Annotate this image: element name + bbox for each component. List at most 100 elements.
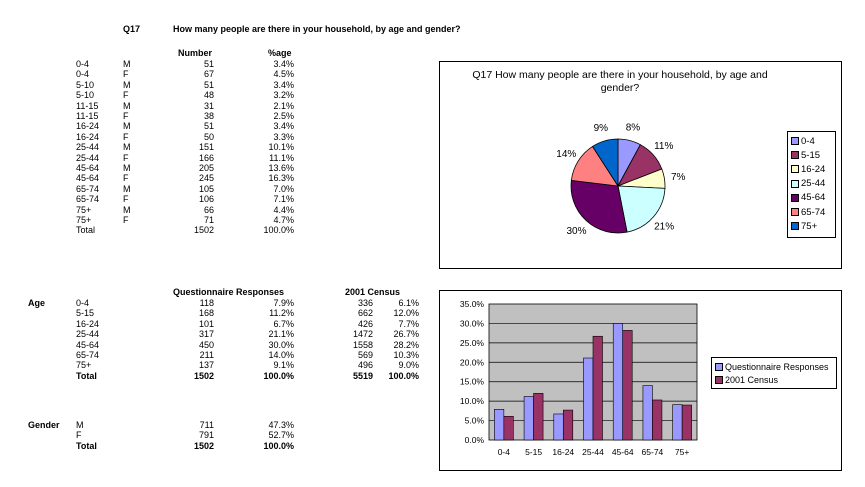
- bar-questionnaire-0-4: [494, 409, 505, 441]
- legend-label: 45-64: [801, 192, 826, 204]
- questionnaire-pct-cell: 30.0%: [268, 339, 294, 350]
- age-section-label: Age: [28, 298, 46, 308]
- age-cell: 11-15: [76, 100, 99, 111]
- col-census-header: 2001 Census: [345, 287, 401, 297]
- census-number-cell: 1558: [352, 339, 373, 350]
- pie-data-label: 30%: [567, 226, 587, 237]
- x-tick-label: 0-4: [498, 447, 511, 457]
- bar-questionnaire-25-44: [583, 357, 594, 441]
- y-tick-label: 30.0%: [460, 318, 485, 328]
- total-label: Total: [76, 225, 96, 236]
- pie-legend-item: 16-24: [791, 163, 826, 175]
- gender-cell: M: [76, 420, 84, 430]
- gender-cell: F: [123, 194, 129, 205]
- bar-census-25-44: [592, 335, 603, 441]
- age-cell: 45-64: [76, 163, 100, 173]
- census-number-cell: 662: [357, 308, 373, 319]
- y-tick-label: 5.0%: [465, 416, 485, 426]
- legend-label: 2001 Census: [725, 375, 779, 385]
- total-pct: 100.0%: [263, 225, 294, 236]
- age-cell: 0-4: [76, 59, 90, 69]
- bar-census-75+: [681, 404, 692, 441]
- age-cell: 65-74: [76, 194, 100, 205]
- pie-legend-item: 45-64: [791, 192, 826, 204]
- age-cell: 25-44: [76, 152, 100, 163]
- legend-label: 0-4: [801, 135, 815, 147]
- gender-cell: F: [123, 215, 129, 225]
- number-cell: 50: [203, 131, 214, 142]
- gender-cell: M: [123, 183, 131, 194]
- gender-cell: M: [123, 163, 131, 173]
- gender-cell: M: [123, 59, 131, 69]
- legend-swatch: [791, 193, 799, 202]
- bar-questionnaire-16-24: [553, 413, 564, 441]
- total-number: 1502: [193, 440, 214, 451]
- pct-cell: 7.1%: [273, 194, 294, 205]
- pie-data-label: 8%: [626, 122, 641, 133]
- census-pct-cell: 28.2%: [393, 339, 419, 350]
- bar-questionnaire-65-74: [642, 385, 653, 441]
- pct-cell: 7.0%: [273, 183, 294, 194]
- questionnaire-number-cell: 101: [198, 318, 214, 329]
- pie-data-label: 11%: [654, 141, 673, 152]
- total-questionnaire-pct: 100.0%: [263, 370, 294, 381]
- pie-data-label: 21%: [654, 221, 674, 232]
- pie-legend: 0-4 5-15 16-24 25-44 45-64 65-74 75+: [787, 131, 836, 238]
- legend-label: 25-44: [801, 178, 826, 190]
- number-cell: 51: [203, 121, 214, 132]
- col-pct-header: %age: [268, 48, 292, 58]
- age-cell: 5-10: [76, 79, 95, 90]
- gender-cell: M: [123, 142, 131, 153]
- gender-cell: F: [123, 90, 129, 101]
- age-cell: 75+: [76, 215, 92, 225]
- legend-swatch: [791, 222, 799, 231]
- age-cell: 65-74: [76, 183, 100, 194]
- col-number-header: Number: [178, 48, 213, 58]
- pie-slice-75+: [592, 138, 619, 188]
- x-tick-label: 16-24: [552, 447, 574, 457]
- number-cell: 151: [198, 142, 214, 153]
- total-number: 1502: [193, 225, 214, 236]
- bar-questionnaire-45-64: [612, 323, 624, 441]
- age-cell: 5-15: [76, 308, 95, 319]
- legend-label: 16-24: [801, 163, 826, 175]
- x-tick-label: 45-64: [612, 447, 634, 457]
- number-cell: 105: [198, 183, 214, 194]
- bar-legend-item: Questionnaire Responses: [715, 362, 829, 372]
- gender-cell: F: [123, 152, 129, 163]
- total-questionnaire-number: 1502: [193, 370, 214, 381]
- age-cell: 16-24: [76, 318, 100, 329]
- legend-swatch: [715, 363, 723, 371]
- age-cell: 5-10: [76, 90, 95, 101]
- col-questionnaire-header: Questionnaire Responses: [173, 287, 285, 297]
- bar-chart: 0.0% 5.0% 10.0% 15.0% 20.0% 25.0% 30.0% 35.0% 0-…: [460, 299, 698, 457]
- gender-cell: F: [76, 430, 82, 441]
- number-cell: 38: [203, 111, 214, 121]
- gender-cell: M: [123, 100, 131, 111]
- pct-cell: 4.4%: [273, 204, 294, 215]
- x-tick-label: 65-74: [642, 447, 664, 457]
- pie-legend-item: 75+: [791, 221, 817, 232]
- number-cell: 245: [198, 173, 214, 184]
- legend-swatch: [791, 165, 799, 174]
- pct-cell: 3.4%: [273, 59, 294, 69]
- bar-census-65-74: [652, 399, 663, 441]
- number-cell: 71: [203, 215, 214, 225]
- total-census-pct: 100.0%: [388, 370, 419, 381]
- questionnaire-number-cell: 450: [198, 339, 214, 350]
- legend-label: 5-15: [801, 149, 821, 161]
- pie-chart-panel: Q17 How many people are there in your ho…: [439, 61, 842, 269]
- total-label: Total: [76, 370, 97, 381]
- number-cell: 106: [198, 194, 214, 205]
- census-pct-cell: 9.0%: [398, 360, 419, 371]
- gender-cell: F: [123, 173, 129, 184]
- legend-swatch: [791, 137, 799, 145]
- census-pct-cell: 6.1%: [398, 298, 419, 308]
- questionnaire-number-cell: 211: [199, 350, 214, 360]
- pct-cell: 13.6%: [268, 163, 294, 173]
- gender-number-cell: 711: [199, 420, 214, 430]
- x-tick-label: 25-44: [582, 447, 604, 457]
- questionnaire-number-cell: 137: [198, 360, 214, 371]
- gender-cell: F: [123, 131, 129, 142]
- number-cell: 166: [198, 152, 214, 163]
